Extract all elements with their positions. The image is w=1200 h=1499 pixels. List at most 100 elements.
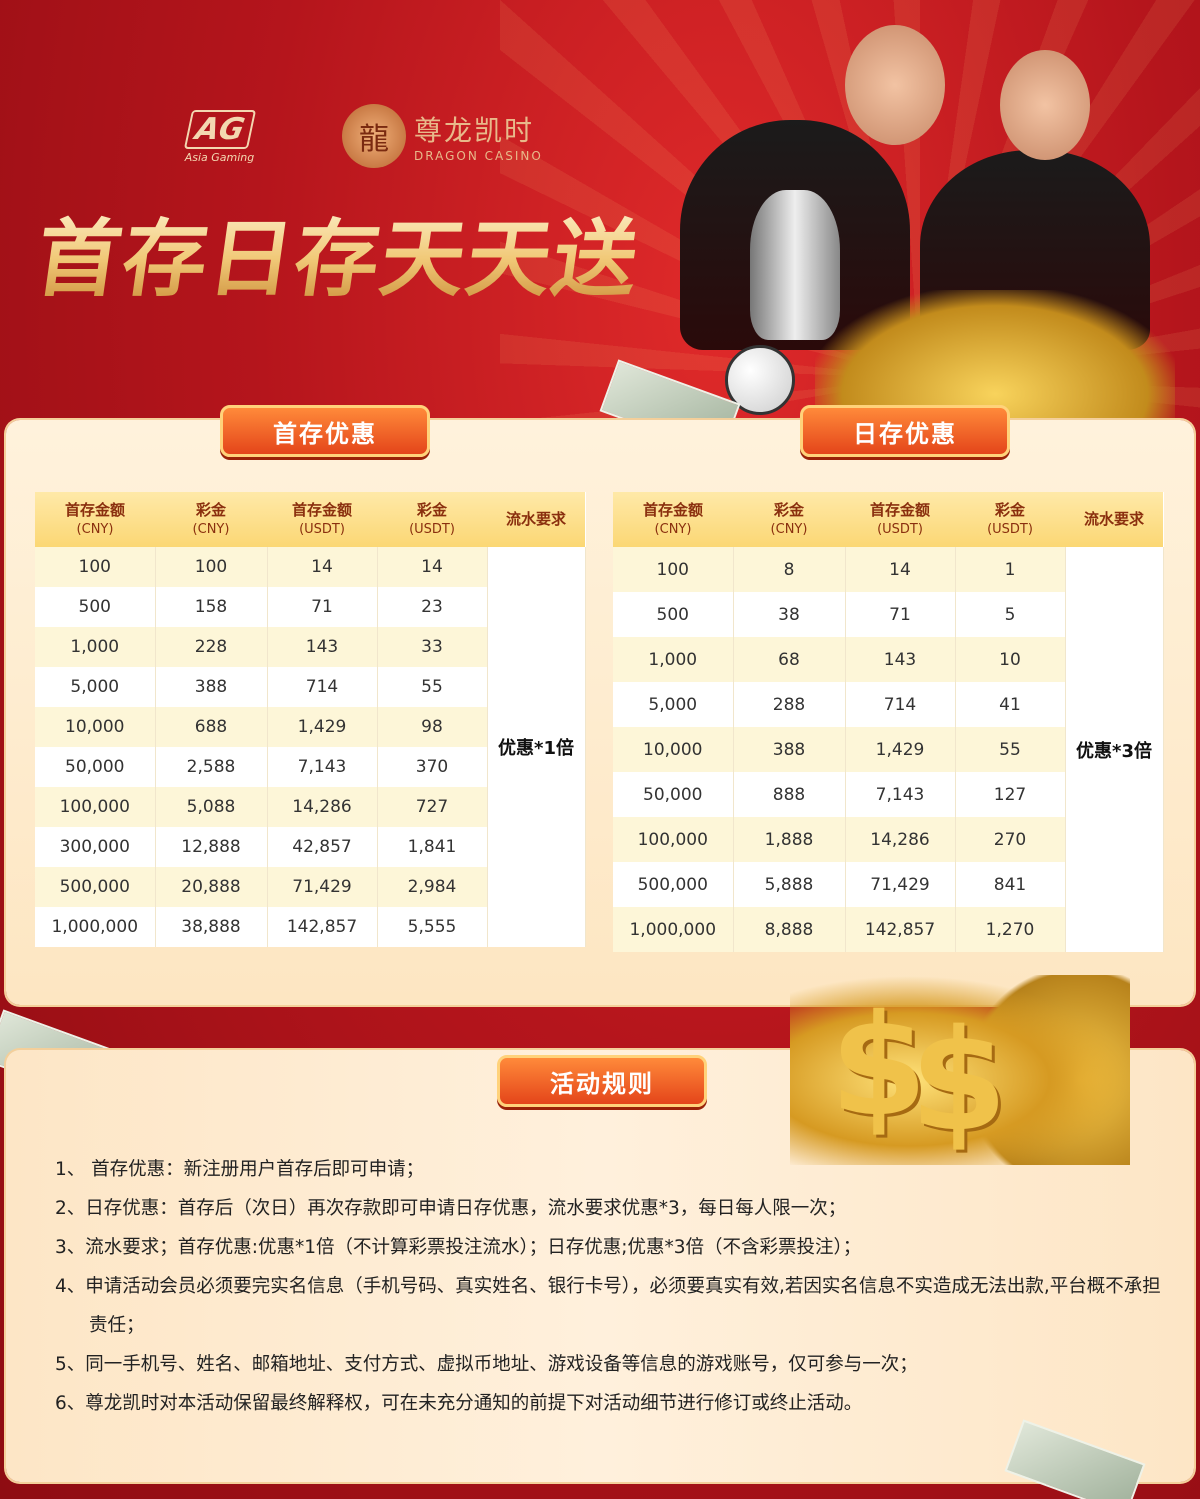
table-cell: 888 xyxy=(733,772,846,817)
dragon-casino-logo: 龍 尊龙凯时 DRAGON CASINO xyxy=(342,104,543,168)
column-header-title: 首存金额 xyxy=(642,500,703,519)
table-cell: 500,000 xyxy=(613,862,734,907)
first-deposit-table: 首存金额 (CNY) 彩金 (CNY) 首存金额 (USDT) 彩金 (USDT) 流水要求 1… xyxy=(35,492,586,947)
table-cell: 143 xyxy=(267,627,378,667)
table-cell: 370 xyxy=(377,747,488,787)
table-cell: 714 xyxy=(845,682,956,727)
wagering-requirement: 优惠*3倍 xyxy=(1065,547,1164,952)
column-header: 首存金额 (CNY) xyxy=(35,492,155,547)
column-header: 首存金额 (CNY) xyxy=(613,492,733,547)
column-header: 彩金 (USDT) xyxy=(377,492,487,547)
table-row: 1,000 228 143 33 xyxy=(35,627,585,667)
table-cell: 7,143 xyxy=(267,747,378,787)
column-header-unit: (CNY) xyxy=(76,521,114,537)
table-row: 1,000,000 38,888 142,857 5,555 xyxy=(35,907,585,947)
table-cell: 71,429 xyxy=(845,862,956,907)
table-cell: 5,888 xyxy=(733,862,846,907)
table-cell: 10,000 xyxy=(35,707,156,747)
column-header-unit: (CNY) xyxy=(654,521,692,537)
table-cell: 841 xyxy=(955,862,1066,907)
ag-logo-sub: Asia Gaming xyxy=(184,151,255,164)
table-cell: 1,429 xyxy=(845,727,956,772)
casino-name-cn: 尊龙凯时 xyxy=(414,114,535,147)
column-header-title: 彩金 xyxy=(195,500,226,519)
table-cell: 1,000 xyxy=(613,637,734,682)
casino-name-en: DRAGON CASINO xyxy=(414,149,543,163)
table-cell: 42,857 xyxy=(267,827,378,867)
table-cell: 8 xyxy=(733,547,846,592)
column-header-unit: (USDT) xyxy=(877,521,923,537)
table-cell: 688 xyxy=(155,707,268,747)
rule-item: 6、尊龙凯时对本活动保留最终解释权，可在未充分通知的前提下对活动细节进行修订或终… xyxy=(55,1393,863,1414)
column-header-unit: (USDT) xyxy=(299,521,345,537)
table-cell: 14 xyxy=(845,547,956,592)
wagering-requirement: 优惠*1倍 xyxy=(487,547,586,947)
rule-item: 1、 首存优惠：新注册用户首存后即可申请； xyxy=(55,1159,425,1180)
column-header-title: 彩金 xyxy=(416,500,447,519)
table-cell: 10 xyxy=(955,637,1066,682)
table-cell: 1,270 xyxy=(955,907,1066,952)
column-header: 彩金 (CNY) xyxy=(733,492,845,547)
table-row: 500 38 71 5 xyxy=(613,592,1163,637)
table-cell: 100 xyxy=(613,547,734,592)
table-cell: 14 xyxy=(377,547,488,587)
column-header: 流水要求 xyxy=(1065,492,1163,547)
table-cell: 55 xyxy=(377,667,488,707)
table-cell: 142,857 xyxy=(845,907,956,952)
table-cell: 20,888 xyxy=(155,867,268,907)
column-header-unit: (USDT) xyxy=(409,521,455,537)
tab-daily-deposit: 日存优惠 xyxy=(800,405,1010,457)
dragon-icon: 龍 xyxy=(342,104,406,168)
player-head xyxy=(1000,50,1090,160)
rule-item: 2、日存优惠：首存后（次日）再次存款即可申请日存优惠，流水要求优惠*3，每日每人… xyxy=(55,1198,847,1219)
table-cell: 100,000 xyxy=(613,817,734,862)
column-header-title: 首存金额 xyxy=(869,500,930,519)
table-row: 300,000 12,888 42,857 1,841 xyxy=(35,827,585,867)
column-header: 流水要求 xyxy=(487,492,585,547)
table-row: 1,000,000 8,888 142,857 1,270 xyxy=(613,907,1163,952)
gold-dollar-decoration xyxy=(790,975,1130,1165)
table-cell: 33 xyxy=(377,627,488,667)
table-row: 100 100 14 14 优惠*1倍 xyxy=(35,547,586,947)
table-cell: 500 xyxy=(613,592,734,637)
rule-item: 4、申请活动会员必须要完实名信息（手机号码、真实姓名、银行卡号），必须要真实有效… xyxy=(55,1276,1161,1336)
player-head xyxy=(845,25,945,145)
column-header-title: 流水要求 xyxy=(1083,510,1144,528)
table-row: 1,000 68 143 10 xyxy=(613,637,1163,682)
table-cell: 71 xyxy=(267,587,378,627)
column-header-title: 流水要求 xyxy=(505,510,566,528)
rule-item: 3、流水要求；首存优惠:优惠*1倍（不计算彩票投注流水）；日存优惠;优惠*3倍（… xyxy=(55,1237,862,1258)
tab-rules: 活动规则 xyxy=(497,1055,707,1107)
table-cell: 1,000 xyxy=(35,627,156,667)
table-cell: 8,888 xyxy=(733,907,846,952)
table-cell: 228 xyxy=(155,627,268,667)
column-header: 彩金 (CNY) xyxy=(155,492,267,547)
rules-list: 1、 首存优惠：新注册用户首存后即可申请； 2、日存优惠：首存后（次日）再次存款即… xyxy=(55,1150,1165,1423)
table-cell: 71,429 xyxy=(267,867,378,907)
table-cell: 5,088 xyxy=(155,787,268,827)
table-cell: 100 xyxy=(35,547,156,587)
tab-first-deposit: 首存优惠 xyxy=(220,405,430,457)
table-row: 10,000 688 1,429 98 xyxy=(35,707,585,747)
table-row: 500 158 71 23 xyxy=(35,587,585,627)
table-cell: 1,888 xyxy=(733,817,846,862)
ag-logo: AG Asia Gaming xyxy=(172,110,267,164)
table-cell: 127 xyxy=(955,772,1066,817)
table-cell: 500,000 xyxy=(35,867,156,907)
hero-image xyxy=(599,10,1200,456)
table-cell: 5,555 xyxy=(377,907,488,947)
page-title: 首存日存天天送 xyxy=(29,192,648,313)
table-cell: 7,143 xyxy=(845,772,956,817)
table-row: 500,000 5,888 71,429 841 xyxy=(613,862,1163,907)
column-header-title: 首存金额 xyxy=(291,500,352,519)
table-cell: 38,888 xyxy=(155,907,268,947)
column-header-title: 彩金 xyxy=(773,500,804,519)
table-row: 10,000 388 1,429 55 xyxy=(613,727,1163,772)
table-row: 5,000 288 714 41 xyxy=(613,682,1163,727)
table-cell: 23 xyxy=(377,587,488,627)
table-row: 50,000 2,588 7,143 370 xyxy=(35,747,585,787)
table-cell: 100,000 xyxy=(35,787,156,827)
table-cell: 1,841 xyxy=(377,827,488,867)
table-cell: 98 xyxy=(377,707,488,747)
